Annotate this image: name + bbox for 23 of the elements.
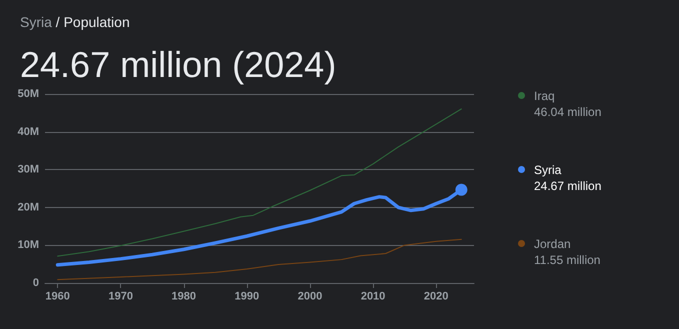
x-tick-label: 2010 xyxy=(360,290,386,302)
x-tick-label: 1990 xyxy=(234,290,260,302)
text: 24.67 million xyxy=(534,178,602,194)
x-tick-label: 1960 xyxy=(45,290,70,302)
x-tick-label: 2000 xyxy=(298,290,322,302)
y-tick-label: 50M xyxy=(18,88,39,100)
chart-subtitle: 24.67 million (2024) xyxy=(20,44,336,86)
y-tick-label: 10M xyxy=(18,239,39,252)
y-tick-label: 30M xyxy=(18,164,39,176)
line-series xyxy=(57,108,462,257)
text: 46.04 million xyxy=(534,104,602,120)
text: 11.55 million xyxy=(534,252,602,268)
line-series xyxy=(57,238,462,280)
legend-label: Syria xyxy=(534,162,562,178)
x-tick-label: 1980 xyxy=(172,290,196,302)
chart-title: Syria / Population xyxy=(20,14,130,30)
y-tick-label: 40M xyxy=(18,126,39,138)
legend-label: Jordan xyxy=(534,236,572,252)
x-tick-label: 2020 xyxy=(424,290,448,302)
y-tick-label: 20M xyxy=(18,201,39,214)
y-tick-label: 0 xyxy=(32,277,39,289)
x-tick-label: 1970 xyxy=(108,290,133,302)
legend-label: Iraq xyxy=(534,88,556,104)
